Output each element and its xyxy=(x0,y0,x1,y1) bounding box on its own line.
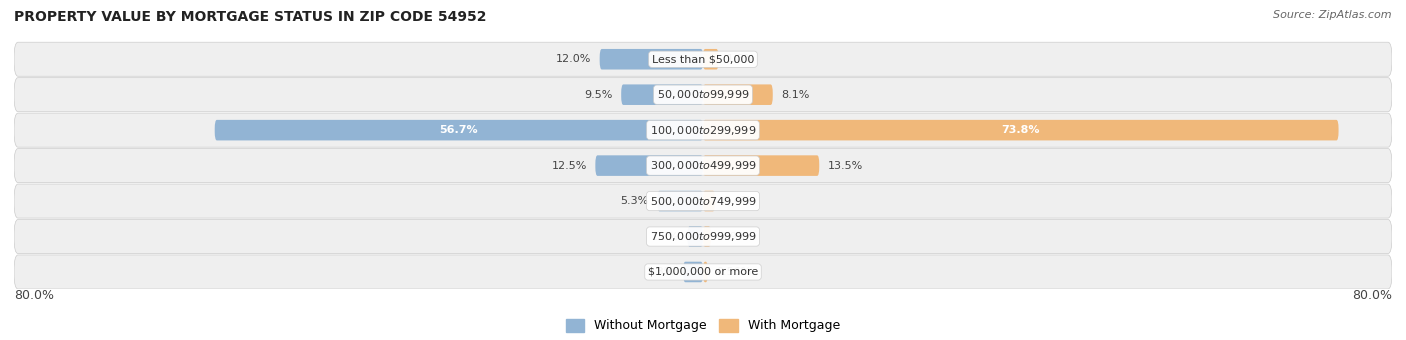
Text: 12.0%: 12.0% xyxy=(555,54,591,64)
Text: Source: ZipAtlas.com: Source: ZipAtlas.com xyxy=(1274,10,1392,20)
FancyBboxPatch shape xyxy=(14,113,1392,147)
FancyBboxPatch shape xyxy=(14,255,1392,289)
Text: 13.5%: 13.5% xyxy=(828,160,863,171)
Text: Less than $50,000: Less than $50,000 xyxy=(652,54,754,64)
FancyBboxPatch shape xyxy=(703,84,773,105)
Text: 80.0%: 80.0% xyxy=(14,289,53,302)
Text: $100,000 to $299,999: $100,000 to $299,999 xyxy=(650,124,756,137)
Text: $750,000 to $999,999: $750,000 to $999,999 xyxy=(650,230,756,243)
FancyBboxPatch shape xyxy=(703,120,1339,140)
Text: 5.3%: 5.3% xyxy=(620,196,648,206)
FancyBboxPatch shape xyxy=(703,191,716,211)
Text: 73.8%: 73.8% xyxy=(1001,125,1040,135)
FancyBboxPatch shape xyxy=(658,191,703,211)
Text: PROPERTY VALUE BY MORTGAGE STATUS IN ZIP CODE 54952: PROPERTY VALUE BY MORTGAGE STATUS IN ZIP… xyxy=(14,10,486,24)
Text: 12.5%: 12.5% xyxy=(551,160,586,171)
FancyBboxPatch shape xyxy=(599,49,703,69)
Text: 8.1%: 8.1% xyxy=(782,90,810,100)
FancyBboxPatch shape xyxy=(621,84,703,105)
FancyBboxPatch shape xyxy=(14,220,1392,254)
FancyBboxPatch shape xyxy=(14,42,1392,76)
FancyBboxPatch shape xyxy=(703,226,711,247)
FancyBboxPatch shape xyxy=(14,184,1392,218)
Text: $300,000 to $499,999: $300,000 to $499,999 xyxy=(650,159,756,172)
FancyBboxPatch shape xyxy=(688,226,703,247)
Legend: Without Mortgage, With Mortgage: Without Mortgage, With Mortgage xyxy=(561,314,845,337)
FancyBboxPatch shape xyxy=(703,155,820,176)
Text: 1.4%: 1.4% xyxy=(724,196,752,206)
Text: 2.3%: 2.3% xyxy=(647,267,675,277)
FancyBboxPatch shape xyxy=(703,262,707,282)
Text: $50,000 to $99,999: $50,000 to $99,999 xyxy=(657,88,749,101)
Text: $1,000,000 or more: $1,000,000 or more xyxy=(648,267,758,277)
FancyBboxPatch shape xyxy=(14,78,1392,112)
FancyBboxPatch shape xyxy=(683,262,703,282)
Text: $500,000 to $749,999: $500,000 to $749,999 xyxy=(650,194,756,207)
FancyBboxPatch shape xyxy=(703,49,718,69)
Text: 1.8%: 1.8% xyxy=(651,232,679,241)
FancyBboxPatch shape xyxy=(14,149,1392,183)
Text: 80.0%: 80.0% xyxy=(1353,289,1392,302)
FancyBboxPatch shape xyxy=(595,155,703,176)
Text: 1.8%: 1.8% xyxy=(727,54,755,64)
Text: 0.92%: 0.92% xyxy=(720,232,755,241)
Text: 0.56%: 0.56% xyxy=(717,267,752,277)
FancyBboxPatch shape xyxy=(215,120,703,140)
Text: 9.5%: 9.5% xyxy=(585,90,613,100)
Text: 56.7%: 56.7% xyxy=(440,125,478,135)
